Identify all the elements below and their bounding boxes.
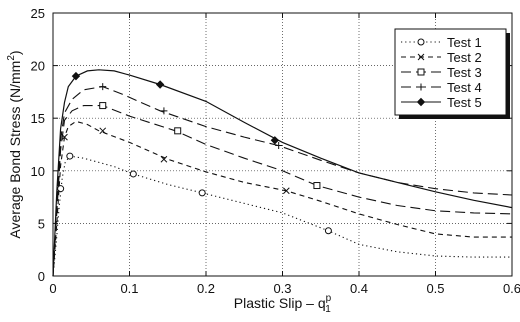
legend-label-test-1: Test 1 <box>447 35 482 50</box>
x-tick-label: 0.1 <box>120 281 138 296</box>
legend-label-test-5: Test 5 <box>447 95 482 110</box>
marker-test-1 <box>66 152 74 160</box>
x-axis-title-sup: p <box>326 293 332 304</box>
legend-marker-test-4 <box>417 83 425 91</box>
x-tick-label: 0 <box>49 281 56 296</box>
y-tick-label: 20 <box>31 59 45 74</box>
y-axis-title: Average Bond Stress (N/mm2) <box>6 50 23 238</box>
legend-marker-test-3 <box>417 68 425 76</box>
x-axis-title-main: Plastic Slip – q <box>234 295 326 311</box>
legend-marker-test-1 <box>417 38 425 46</box>
marker-test-4 <box>99 83 107 91</box>
series-line-test-1 <box>52 155 512 277</box>
x-axis-title-sub: 1 <box>325 304 331 315</box>
marker-test-2 <box>99 127 107 135</box>
x-tick-label: 0.3 <box>273 281 291 296</box>
x-tick-label: 0.2 <box>197 281 215 296</box>
marker-test-5 <box>71 71 81 81</box>
marker-test-2 <box>282 187 290 195</box>
legend-label-test-3: Test 3 <box>447 65 482 80</box>
legend-item-test-4: Test 4 <box>401 80 482 95</box>
marker-test-5 <box>155 80 165 89</box>
series-test-2 <box>52 120 512 277</box>
x-axis-title: Plastic Slip – qp 1 <box>234 293 332 315</box>
series-test-5 <box>52 69 513 277</box>
y-axis-title-close: ) <box>7 50 23 55</box>
series-test-1 <box>52 152 512 277</box>
legend-marker-test-5 <box>416 97 426 107</box>
y-axis-title-main: Average Bond Stress (N/mm <box>7 61 23 239</box>
legend-marker-test-2 <box>417 53 425 61</box>
legend-item-test-1: Test 1 <box>401 35 482 50</box>
marker-test-4 <box>275 142 283 150</box>
legend-item-test-2: Test 2 <box>401 50 482 65</box>
series-line-test-2 <box>52 120 512 277</box>
grid-layer <box>53 13 512 276</box>
marker-test-1 <box>129 170 137 178</box>
marker-test-1 <box>57 185 65 193</box>
marker-test-3 <box>174 127 182 135</box>
y-axis-title-sup: 2 <box>6 55 17 61</box>
y-tick-label: 15 <box>31 111 45 126</box>
marker-test-3 <box>313 182 321 190</box>
y-tick-label: 10 <box>31 164 45 179</box>
x-tick-label: 0.4 <box>350 281 368 296</box>
marker-test-1 <box>324 227 332 235</box>
y-tick-label: 25 <box>31 6 45 21</box>
tick-layer: 0 0.1 0.2 0.3 0.4 0.5 0.6 0 5 10 15 20 25 <box>31 6 520 296</box>
legend-label-test-2: Test 2 <box>447 50 482 65</box>
y-tick-label: 0 <box>38 269 45 284</box>
marker-test-5 <box>270 136 280 145</box>
marker-test-1 <box>198 189 206 197</box>
series-line-test-3 <box>52 105 513 277</box>
series-line-test-5 <box>52 69 513 277</box>
marker-test-2 <box>160 155 168 163</box>
legend-label-test-4: Test 4 <box>447 80 482 95</box>
marker-test-4 <box>160 107 168 115</box>
series-layer <box>52 69 513 277</box>
y-tick-label: 5 <box>38 216 45 231</box>
x-tick-label: 0.6 <box>503 281 520 296</box>
legend-item-test-3: Test 3 <box>401 65 482 80</box>
series-test-3 <box>52 102 513 277</box>
legend-box <box>394 28 507 116</box>
x-tick-label: 0.5 <box>426 281 444 296</box>
marker-test-3 <box>99 102 107 110</box>
legend-item-test-5: Test 5 <box>401 95 482 110</box>
